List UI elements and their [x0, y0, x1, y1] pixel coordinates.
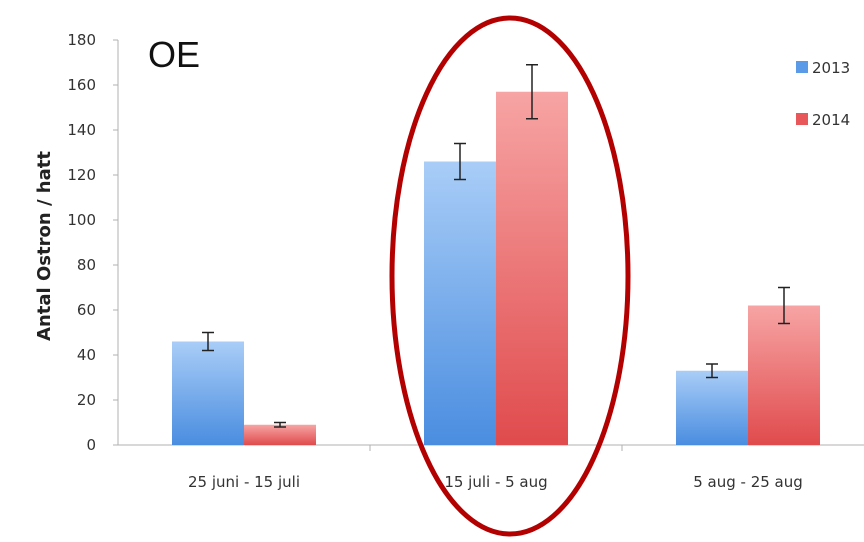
bar-2013-2 — [676, 370, 748, 445]
bar-2014-2 — [748, 305, 820, 445]
y-tick-label: 80 — [77, 256, 96, 274]
y-tick-label: 140 — [67, 121, 96, 139]
y-axis: 0 20 40 60 80 100 120 140 160 180 — [67, 31, 118, 454]
legend-label-2014: 2014 — [812, 111, 850, 129]
error-bars-layer — [202, 64, 790, 428]
y-tick-label: 60 — [77, 301, 96, 319]
x-tick-label: 15 juli - 5 aug — [444, 473, 547, 491]
bar-2013-1 — [424, 161, 496, 445]
bar-2014-1 — [496, 91, 568, 445]
legend: 2013 2014 — [796, 59, 850, 129]
chart-title: OE — [148, 34, 200, 75]
x-tick-label: 5 aug - 25 aug — [693, 473, 803, 491]
legend-swatch-2014 — [796, 113, 808, 125]
x-axis: 25 juni - 15 juli 15 juli - 5 aug 5 aug - … — [188, 445, 803, 491]
y-tick-label: 120 — [67, 166, 96, 184]
y-tick-label: 100 — [67, 211, 96, 229]
legend-label-2013: 2013 — [812, 59, 850, 77]
highlight-ellipse — [389, 15, 631, 537]
legend-swatch-2013 — [796, 61, 808, 73]
x-tick-label: 25 juni - 15 juli — [188, 473, 300, 491]
y-tick-label: 20 — [77, 391, 96, 409]
y-tick-label: 40 — [77, 346, 96, 364]
y-tick-label: 160 — [67, 76, 96, 94]
y-axis-label: Antal Ostron / hatt — [34, 151, 55, 341]
bar-2013-0 — [172, 341, 244, 445]
y-tick-label: 0 — [86, 436, 96, 454]
bars-layer — [172, 91, 820, 445]
bar-2014-0 — [244, 424, 316, 445]
y-tick-label: 180 — [67, 31, 96, 49]
